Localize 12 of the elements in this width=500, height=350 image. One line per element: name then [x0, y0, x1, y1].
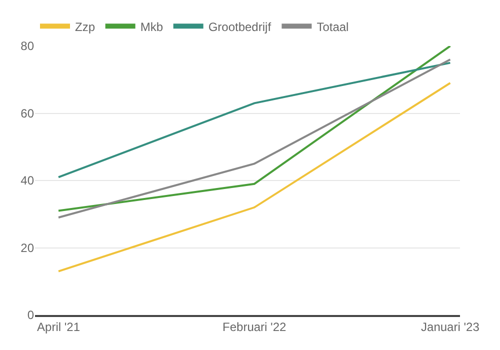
y-tick-label: 60 — [20, 106, 34, 120]
y-tick-label: 20 — [20, 240, 34, 255]
legend-label: Zzp — [75, 20, 96, 34]
x-tick-label: Januari '23 — [421, 320, 480, 334]
legend-label: Totaal — [316, 20, 349, 34]
y-tick-label: 40 — [20, 174, 34, 188]
y-tick-label: 80 — [20, 39, 34, 54]
x-tick-label: April '21 — [37, 320, 80, 334]
y-tick-label: 0 — [27, 308, 34, 322]
x-tick-label: Februari '22 — [222, 320, 287, 334]
legend-label: Mkb — [140, 20, 164, 34]
legend-label: Grootbedrijf — [208, 20, 272, 34]
